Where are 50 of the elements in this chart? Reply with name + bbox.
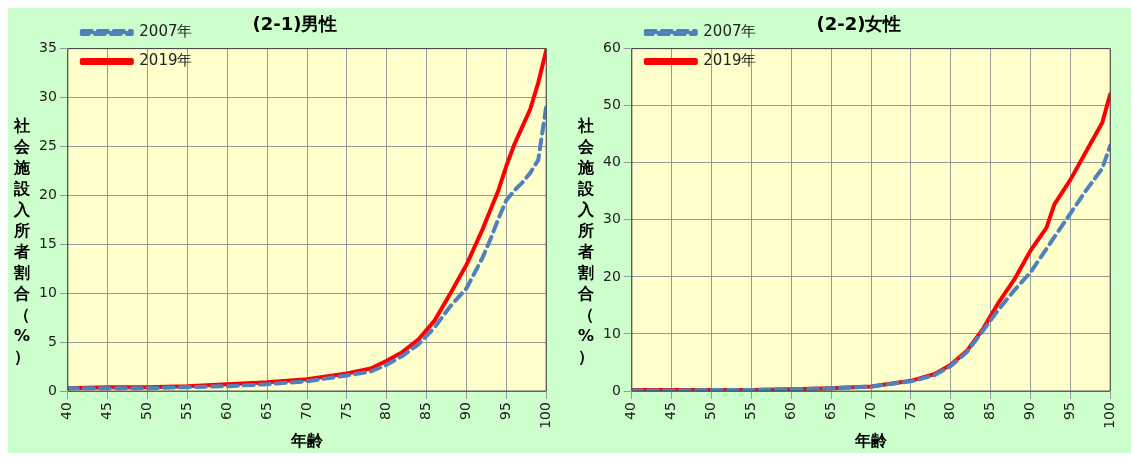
y-tick-label: 5 (47, 332, 57, 349)
x-tick-label: 40 (622, 401, 639, 420)
chart-title: (2-1)男性 (252, 12, 338, 34)
legend-label: 2019年 (703, 50, 757, 69)
x-tick-label: 95 (496, 401, 513, 420)
x-tick-label: 75 (337, 401, 354, 420)
y-tick-label: 35 (38, 38, 57, 55)
x-tick-label: 50 (702, 401, 719, 420)
y-tick-label: 30 (602, 209, 621, 226)
x-tick-label: 85 (417, 401, 434, 420)
y-tick-label: 10 (602, 324, 621, 341)
y-tick-label: 20 (38, 185, 57, 202)
x-tick-label: 60 (217, 401, 234, 420)
y-tick-label: 10 (38, 283, 57, 300)
x-tick-label: 55 (742, 401, 759, 420)
y-tick-label: 0 (611, 381, 621, 398)
x-tick-label: 85 (981, 401, 998, 420)
x-tick-label: 100 (536, 401, 553, 429)
text: 社会施設入所者割合（%） (13, 115, 31, 366)
x-tick-label: 60 (781, 401, 798, 420)
x-tick-label: 70 (297, 401, 314, 420)
legend-label: 2007年 (139, 21, 193, 40)
y-tick-label: 40 (602, 152, 621, 169)
x-axis-title: 年齢 (854, 430, 889, 450)
x-tick-label: 80 (377, 401, 394, 420)
x-tick-label: 55 (178, 401, 195, 420)
x-tick-label: 65 (257, 401, 274, 420)
y-tick-label: 15 (38, 234, 57, 251)
chart-title: (2-2)女性 (816, 12, 902, 34)
text: 社会施設入所者割合（%） (577, 115, 595, 366)
y-tick-label: 60 (602, 38, 621, 55)
legend-label: 2019年 (139, 50, 193, 69)
x-tick-label: 45 (662, 401, 679, 420)
x-tick-label: 45 (98, 401, 115, 420)
x-tick-label: 65 (821, 401, 838, 420)
x-tick-label: 90 (1021, 401, 1038, 420)
y-tick-label: 25 (38, 136, 57, 153)
y-tick-label: 20 (602, 267, 621, 284)
x-tick-label: 70 (861, 401, 878, 420)
x-tick-label: 100 (1100, 401, 1117, 429)
x-tick-label: 95 (1060, 401, 1077, 420)
y-tick-label: 50 (602, 95, 621, 112)
legend-label: 2007年 (703, 21, 757, 40)
x-tick-label: 90 (457, 401, 474, 420)
x-tick-label: 75 (901, 401, 918, 420)
x-tick-label: 50 (138, 401, 155, 420)
y-tick-label: 30 (38, 87, 57, 104)
y-tick-label: 0 (47, 381, 57, 398)
x-tick-label: 80 (941, 401, 958, 420)
x-axis-title: 年齢 (290, 430, 325, 450)
